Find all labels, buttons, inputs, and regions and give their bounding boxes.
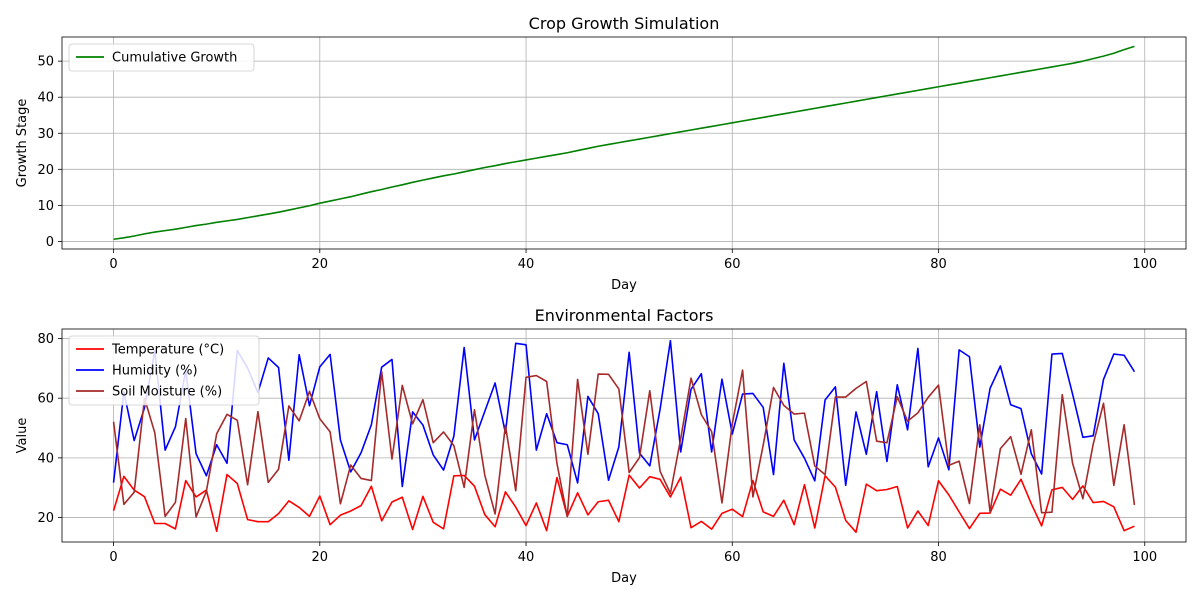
- growth-y-tick-label: 30: [37, 127, 54, 142]
- growth-x-tick-label: 80: [930, 257, 947, 272]
- growth-y-axis-label: Growth Stage: [15, 99, 30, 188]
- environment-series: [112, 339, 1136, 533]
- growth-legend: Cumulative Growth: [68, 43, 255, 72]
- growth-legend-label: Cumulative Growth: [112, 51, 237, 66]
- environment-x-tick-label: 60: [724, 550, 741, 565]
- growth-x-tick-label: 20: [312, 257, 329, 272]
- environment-x-tick-label: 80: [930, 550, 947, 565]
- growth-y-tick-label: 20: [37, 163, 54, 178]
- environment-legend-label: Soil Moisture (%): [112, 385, 222, 400]
- growth-series-line-cumulative-growth: [113, 45, 1135, 241]
- growth-ticks: 0 20 40 60 80 100 0 10 20 30 40 50: [37, 55, 1157, 272]
- environment-plot-frame: [61, 328, 1187, 543]
- environment-x-axis-label: Day: [611, 571, 637, 586]
- environment-legend-label: Humidity (%): [112, 364, 198, 379]
- growth-legend-box: [68, 43, 255, 72]
- growth-x-tick-label: 0: [109, 257, 117, 272]
- environment-legend-label: Temperature (°C): [111, 343, 224, 358]
- growth-grid: [62, 37, 1186, 249]
- growth-x-axis-label: Day: [611, 278, 637, 293]
- environment-y-tick-label: 20: [37, 511, 54, 526]
- growth-chart: 0 20 40 60 80 100 0 10 20 30 40 50 Crop Growth Simu…: [15, 14, 1187, 293]
- environment-legend: Temperature (°C) Humidity (%) Soil Moistur…: [68, 335, 260, 406]
- environment-x-tick-label: 0: [109, 550, 117, 565]
- environment-y-tick-label: 40: [37, 451, 54, 466]
- environment-legend-box: [68, 335, 260, 406]
- environment-chart: 0 20 40 60 80 100 20 40 60 80 Environmental Facto…: [15, 306, 1187, 586]
- environment-y-axis-label: Value: [15, 418, 30, 454]
- growth-series: [113, 45, 1135, 241]
- growth-x-tick-label: 60: [724, 257, 741, 272]
- environment-series-line-soil-moisture: [112, 369, 1136, 518]
- environment-x-tick-label: 20: [312, 550, 329, 565]
- environment-y-tick-label: 80: [37, 332, 54, 347]
- growth-x-tick-label: 100: [1132, 257, 1157, 272]
- growth-x-tick-label: 40: [518, 257, 535, 272]
- growth-y-tick-label: 0: [46, 235, 54, 250]
- growth-y-tick-label: 50: [37, 55, 54, 70]
- growth-y-tick-label: 10: [37, 199, 54, 214]
- growth-y-tick-label: 40: [37, 91, 54, 106]
- environment-x-tick-label: 40: [518, 550, 535, 565]
- environment-y-tick-label: 60: [37, 392, 54, 407]
- environment-ticks: 0 20 40 60 80 100 20 40 60 80: [37, 332, 1157, 565]
- environment-x-tick-label: 100: [1132, 550, 1157, 565]
- environment-series-line-humidity: [112, 339, 1136, 488]
- environment-series-line-temperature-c: [112, 473, 1135, 533]
- growth-chart-title: Crop Growth Simulation: [529, 14, 720, 33]
- environment-chart-title: Environmental Factors: [535, 306, 714, 325]
- growth-plot-frame: [61, 36, 1187, 250]
